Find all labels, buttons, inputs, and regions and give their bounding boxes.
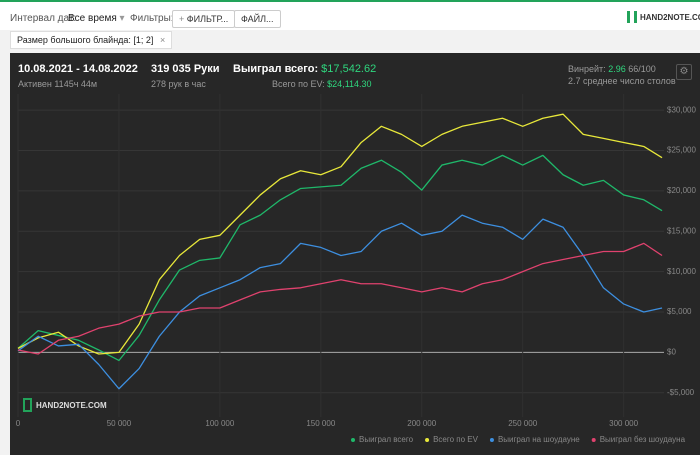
toolbar bbox=[0, 2, 700, 30]
series-line bbox=[17, 154, 663, 362]
chart: HAND2NOTE.COM -$5,000 $0 $5,000 $10,000 $15,… bbox=[16, 94, 696, 444]
y-tick-label: $10,000 bbox=[667, 267, 696, 276]
active-time: Активен 1145ч 44м bbox=[18, 79, 98, 89]
legend-swatch bbox=[591, 438, 596, 442]
filters-label: Фильтры: bbox=[130, 13, 174, 24]
watermark-icon bbox=[23, 398, 32, 412]
logo-icon bbox=[627, 11, 637, 23]
legend-label: Выиграл на шоудауне bbox=[498, 435, 580, 444]
filter-button[interactable]: + ФИЛЬТР... bbox=[172, 10, 236, 28]
file-button[interactable]: ФАЙЛ... bbox=[234, 10, 281, 28]
y-tick-label: $0 bbox=[667, 348, 676, 357]
legend-label: Выиграл всего bbox=[359, 435, 414, 444]
chip-text: Размер большого блайнда: [1; 2] bbox=[17, 35, 154, 45]
hands: 319 035 Руки bbox=[151, 63, 220, 75]
series-line bbox=[17, 242, 663, 355]
legend-label: Всего по EV bbox=[433, 435, 479, 444]
legend: Выиграл всего Всего по EV Выиграл на шоуда… bbox=[351, 435, 686, 444]
y-tick-label: $5,000 bbox=[667, 307, 692, 316]
avg-tables: 2.7 среднее число столов bbox=[568, 76, 676, 86]
graph-panel: 10.08.2021 - 14.08.2022 Активен 1145ч 44… bbox=[10, 53, 700, 455]
date-dropdown[interactable]: Все время ▾ bbox=[68, 13, 125, 24]
won-label: Выиграл всего: bbox=[233, 63, 319, 75]
period: 10.08.2021 - 14.08.2022 bbox=[18, 63, 138, 75]
filter-button-text: ФИЛЬТР... bbox=[186, 14, 229, 24]
legend-label: Выиграл без шоудауна bbox=[600, 435, 686, 444]
x-tick-label: 150 000 bbox=[306, 419, 335, 428]
x-tick-label: 0 bbox=[16, 419, 21, 428]
y-tick-label: $15,000 bbox=[667, 226, 696, 235]
x-tick-label: 50 000 bbox=[107, 419, 132, 428]
x-tick-label: 200 000 bbox=[407, 419, 436, 428]
plus-icon: + bbox=[179, 14, 187, 24]
caret: ▾ bbox=[119, 13, 125, 24]
series-line bbox=[17, 214, 663, 390]
logo: HAND2NOTE.COM bbox=[640, 13, 700, 22]
watermark: HAND2NOTE.COM bbox=[36, 401, 107, 410]
legend-swatch bbox=[425, 438, 430, 442]
hands-per-hour: 278 рук в час bbox=[151, 79, 206, 89]
chip-close[interactable]: × bbox=[159, 35, 166, 45]
won-value: $17,542.62 bbox=[321, 63, 377, 75]
date-label: Интервал дат: bbox=[10, 13, 77, 24]
date-value: Все время bbox=[68, 13, 117, 24]
x-tick-label: 100 000 bbox=[205, 419, 234, 428]
legend-swatch bbox=[351, 438, 355, 442]
chip[interactable]: Размер большого блайнда: [1; 2] × bbox=[10, 31, 173, 49]
y-tick-label: -$5,000 bbox=[667, 388, 695, 397]
x-tick-label: 300 000 bbox=[609, 419, 638, 428]
ev-value: $24,114.30 bbox=[327, 79, 372, 89]
ev-label: Всего по EV: bbox=[272, 79, 325, 89]
settings-button[interactable]: ⚙ bbox=[676, 64, 692, 80]
file-button-text: ФАЙЛ... bbox=[241, 14, 274, 24]
y-tick-label: $20,000 bbox=[667, 186, 696, 195]
series-line bbox=[17, 113, 663, 355]
top-accent bbox=[0, 0, 700, 2]
winrate-value: 2.96 bbox=[608, 64, 626, 74]
winrate-unit: 66/100 bbox=[628, 64, 656, 74]
legend-swatch bbox=[489, 438, 494, 442]
x-tick-label: 250 000 bbox=[508, 419, 537, 428]
y-tick-label: $25,000 bbox=[667, 146, 696, 155]
y-tick-label: $30,000 bbox=[667, 105, 696, 114]
winrate-label: Винрейт: bbox=[568, 64, 606, 74]
